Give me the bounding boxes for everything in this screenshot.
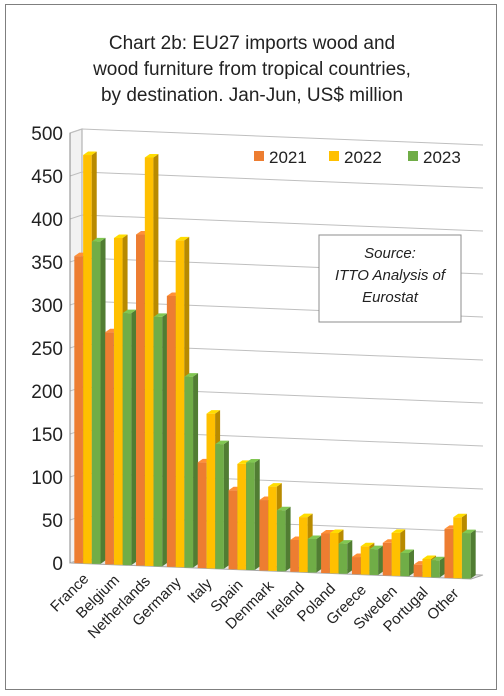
source-line-2: ITTO Analysis of	[335, 267, 447, 284]
y-tick-label: 450	[31, 167, 63, 188]
svg-text:2021: 2021	[269, 148, 307, 167]
bar-greece-2023	[369, 545, 384, 575]
legend-item-2022: 2022	[329, 148, 382, 167]
bar-ireland-2023	[307, 535, 322, 573]
bar-portugal-2023	[431, 556, 445, 578]
bar-france-2023	[91, 237, 106, 564]
x-label-other: Other	[424, 585, 463, 624]
bar-belgium-2023	[122, 309, 137, 566]
y-tick-label: 150	[31, 425, 63, 446]
y-tick-label: 0	[52, 554, 63, 575]
title-line-1: Chart 2b: EU27 imports wood and	[109, 33, 395, 54]
y-tick-label: 100	[31, 468, 63, 489]
y-tick-label: 500	[31, 124, 63, 145]
legend: 2021 2022 2023	[254, 148, 461, 167]
bar-italy-2023	[215, 440, 229, 569]
bars	[74, 151, 476, 579]
y-tick-label: 400	[31, 210, 63, 231]
gridline	[69, 171, 484, 189]
y-tick-label: 250	[31, 339, 63, 360]
y-tick-label: 350	[31, 253, 63, 274]
legend-item-2023: 2023	[408, 148, 461, 167]
bar-poland-2023	[338, 540, 353, 574]
chart-title: Chart 2b: EU27 imports wood and wood fur…	[92, 33, 411, 106]
title-line-2: wood furniture from tropical countries,	[92, 59, 411, 80]
gridline	[69, 128, 484, 146]
y-tick-label: 200	[31, 382, 63, 403]
gridline	[69, 214, 484, 232]
svg-text:2022: 2022	[344, 148, 382, 167]
chart-frame: Chart 2b: EU27 imports wood and wood fur…	[5, 4, 497, 690]
bar-sweden-2023	[400, 549, 414, 577]
source-line-3: Eurostat	[362, 289, 419, 306]
bar-netherlands-2023	[153, 313, 168, 567]
source-line-1: Source:	[364, 245, 416, 262]
y-tick-label: 50	[42, 511, 63, 532]
source-box: Source: ITTO Analysis of Eurostat	[318, 234, 462, 323]
bar-chart: Chart 2b: EU27 imports wood and wood fur…	[31, 33, 484, 642]
bar-germany-2023	[184, 373, 199, 568]
y-axis-ticks: 0 50 100 150 200 250 300 350 400 450 500	[31, 124, 71, 575]
svg-text:2023: 2023	[423, 148, 461, 167]
title-line-3: by destination. Jan-Jun, US$ million	[101, 85, 403, 106]
bar-spain-2023	[246, 459, 260, 571]
bar-denmark-2023	[277, 506, 291, 572]
bar-other-2023	[462, 529, 476, 579]
y-tick-label: 300	[31, 296, 63, 317]
legend-item-2021: 2021	[254, 148, 307, 167]
